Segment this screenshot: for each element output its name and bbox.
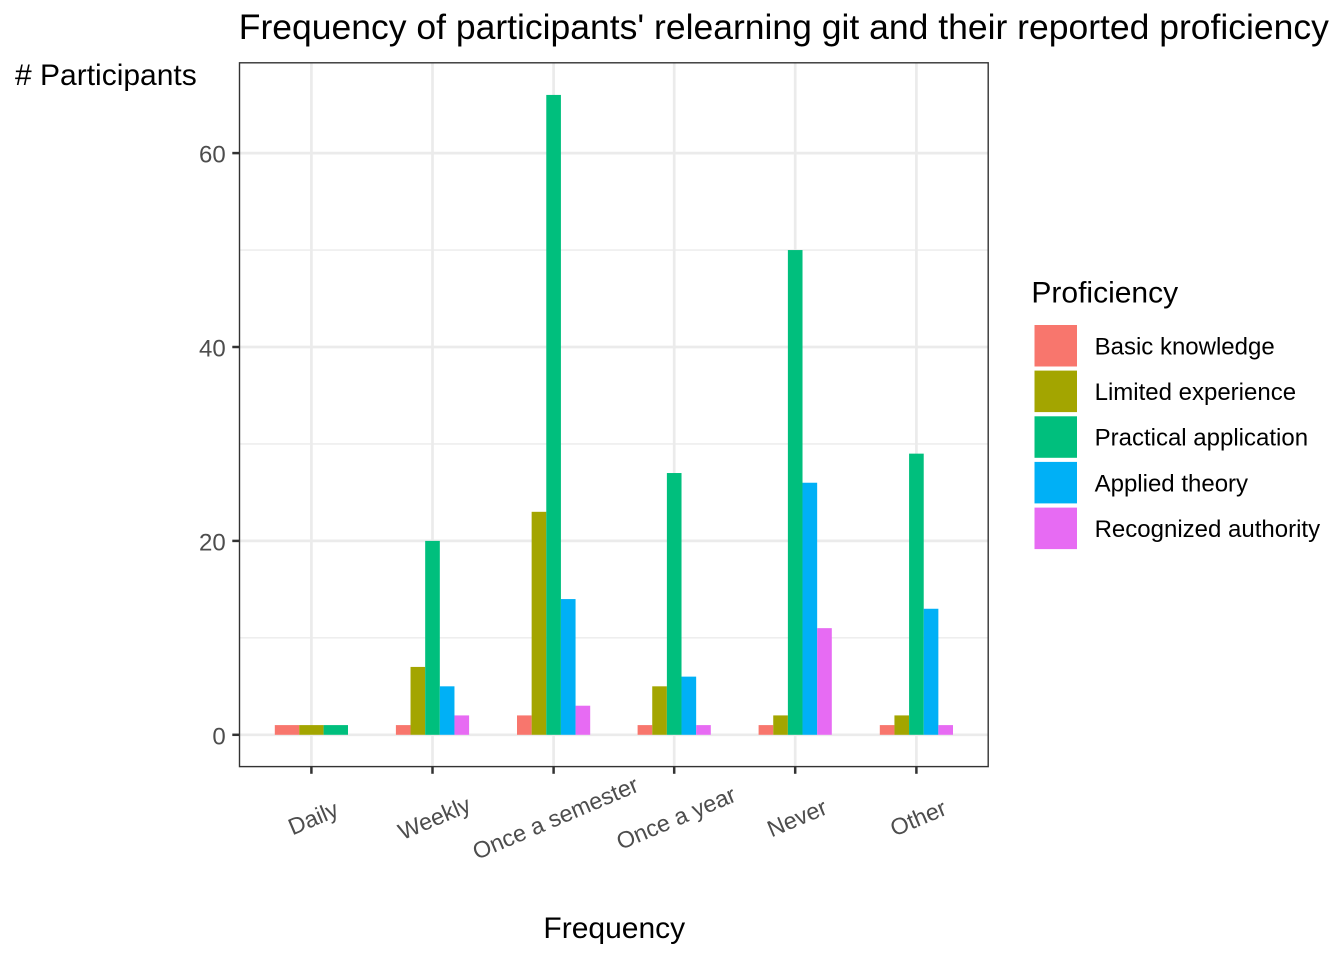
svg-text:Frequency: Frequency xyxy=(543,912,685,945)
svg-text:Frequency of participants' rel: Frequency of participants' relearning gi… xyxy=(239,7,1329,47)
svg-text:Proficiency: Proficiency xyxy=(1031,277,1178,310)
svg-text:Recognized authority: Recognized authority xyxy=(1095,516,1320,543)
svg-text:Practical application: Practical application xyxy=(1095,425,1308,452)
svg-text:Applied theory: Applied theory xyxy=(1095,470,1248,497)
svg-text:0: 0 xyxy=(212,723,225,750)
svg-text:# Participants: # Participants xyxy=(15,59,197,92)
svg-text:40: 40 xyxy=(199,336,226,363)
svg-text:Basic knowledge: Basic knowledge xyxy=(1095,333,1275,360)
svg-text:60: 60 xyxy=(199,142,226,169)
svg-text:Limited experience: Limited experience xyxy=(1095,379,1296,406)
svg-text:20: 20 xyxy=(199,530,226,557)
